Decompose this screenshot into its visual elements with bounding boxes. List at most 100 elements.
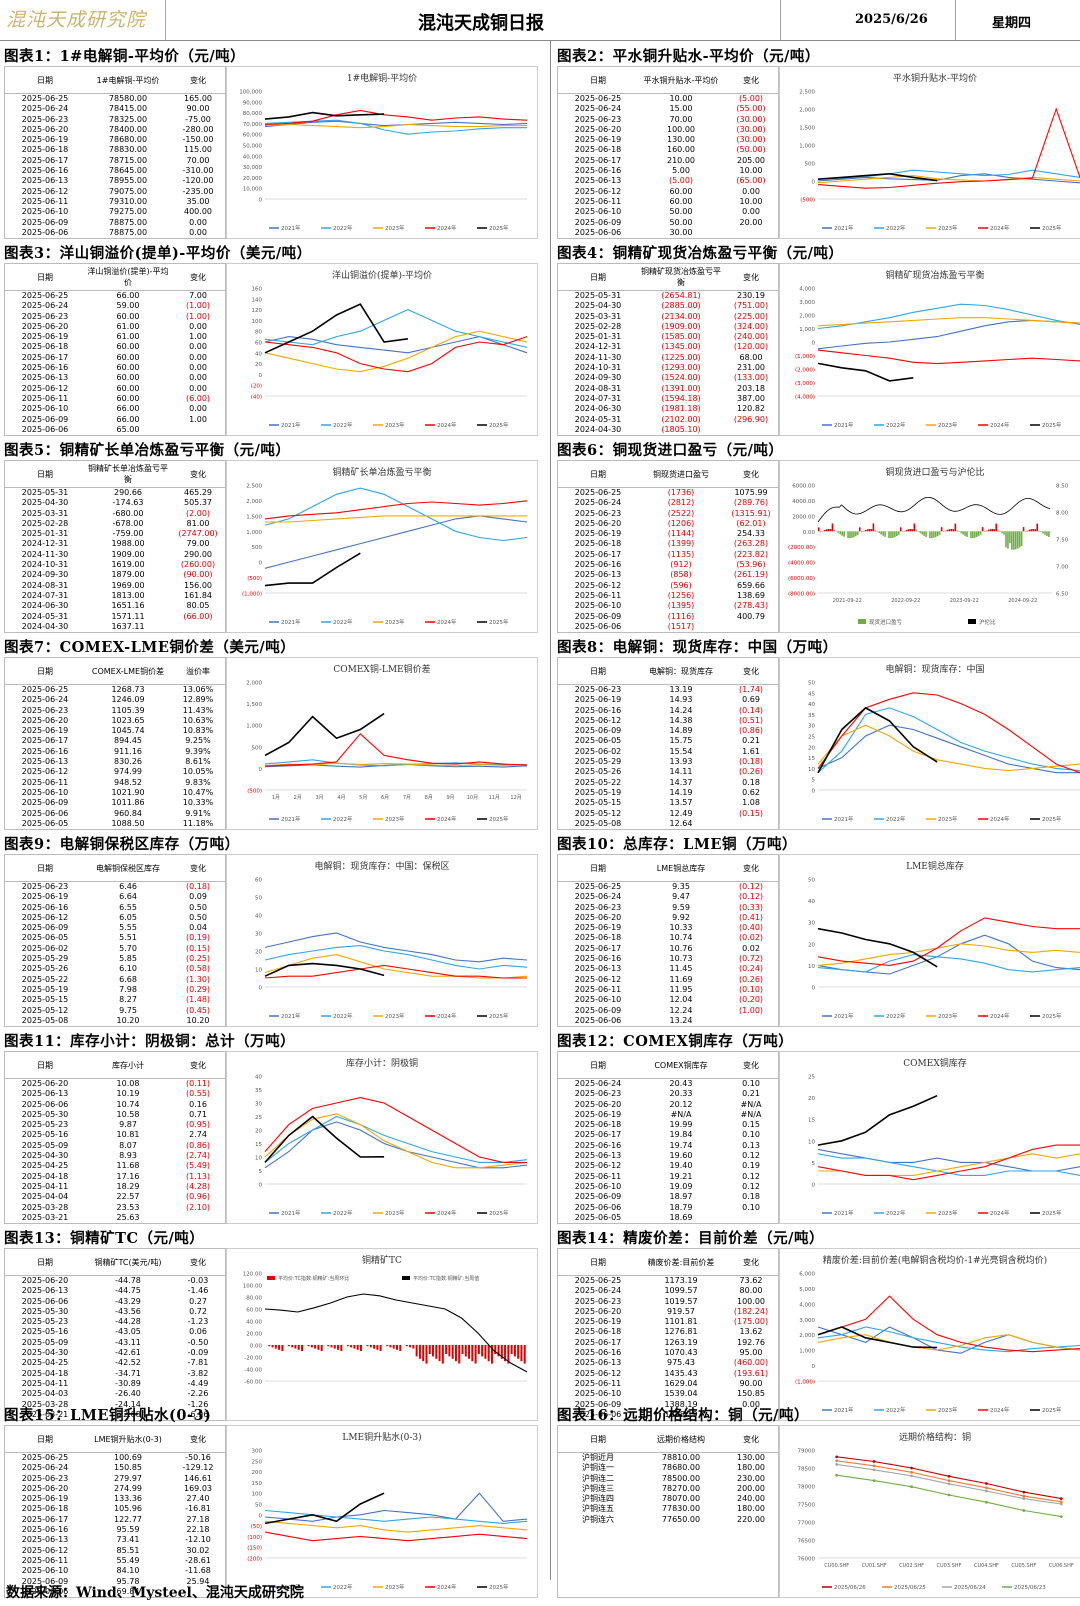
- y-tick-label: 60: [255, 341, 262, 347]
- table-cell: 2025-06-24: [574, 892, 622, 902]
- table-cell: 19.60: [669, 1151, 693, 1161]
- table-cell: 2025-06-19: [21, 1494, 69, 1504]
- table-cell: 2025-06-17: [21, 736, 69, 746]
- table-cell: (1315.91): [731, 508, 771, 518]
- table-row: 2025-05-31 290.66 465.29: [5, 488, 225, 498]
- table-cell: -43.29: [115, 1296, 141, 1306]
- table-cell: 6.46: [119, 882, 137, 891]
- table-header: 日期 库存小计 变化: [5, 1052, 225, 1079]
- table-cell: (0.02): [738, 933, 764, 943]
- x-tick-label: 3月: [315, 795, 323, 801]
- legend-label: 2023年: [938, 224, 958, 232]
- column-header: 日期: [590, 1434, 606, 1444]
- bar: [962, 531, 964, 535]
- bar: [320, 1345, 323, 1351]
- panel-title: 图表16：远期价格结构：铜（元/吨）: [557, 1407, 809, 1424]
- y-tick-label: 60: [255, 878, 262, 884]
- table-cell: 2025-06-25: [574, 1276, 622, 1285]
- table-row: 2024-10-31 (1293.00) 231.00: [558, 363, 778, 373]
- bar: [405, 1345, 408, 1347]
- data-point: [835, 1459, 839, 1463]
- table-cell: 2025-06-13: [574, 176, 622, 186]
- bar: [837, 531, 840, 533]
- y-tick-label: (150): [247, 1546, 262, 1552]
- table-cell: (193.61): [733, 1368, 769, 1378]
- y-tick-label: 20.00: [246, 1332, 262, 1338]
- panel-title: 图表13：铜精矿TC（元/吨）: [4, 1230, 205, 1247]
- table-row: 2025-05-23 9.87 (0.95): [5, 1120, 225, 1130]
- table-cell: 78415.00: [108, 104, 148, 114]
- bar: [445, 1345, 448, 1354]
- table-cell: 2025-06-06: [574, 1409, 622, 1419]
- table-row: 2025-04-25 -42.52 -7.81: [5, 1358, 225, 1368]
- bar: [974, 531, 976, 538]
- table-cell: 161.84: [184, 590, 212, 600]
- table-cell: 2024-10-31: [574, 363, 622, 373]
- column-header: 电解铜保税区库存: [96, 863, 160, 873]
- bar: [340, 1345, 343, 1351]
- series-line: [264, 945, 528, 970]
- table-cell: 80.05: [186, 601, 210, 611]
- table-cell: 10.33: [669, 923, 693, 933]
- table-row: 2025-06-25 100.69 -50.16: [5, 1453, 225, 1463]
- table-cell: 10.47%: [182, 787, 214, 797]
- bar: [1046, 531, 1048, 536]
- table-row: 2025-06-17 210.00 205.00: [558, 156, 778, 166]
- table-cell: 2025-03-31: [21, 508, 69, 518]
- bar: [827, 528, 830, 532]
- table-cell: 60.00: [116, 352, 140, 362]
- table-cell: 65.00: [116, 424, 140, 434]
- table-cell: 2025-05-31: [574, 291, 622, 300]
- chart-panel-p5: 图表5：铜精矿长单冶炼盈亏平衡（元/吨） 日期 铜精矿长单冶炼盈亏平衡 变化 2025-…: [0, 437, 540, 634]
- table-row: 2025-05-30 -43.56 0.72: [5, 1307, 225, 1317]
- table-cell: 0.50: [189, 912, 207, 922]
- table-cell: 2025-06-06: [21, 424, 69, 434]
- bar: [931, 531, 933, 539]
- table-cell: 2025-06-17: [574, 155, 622, 165]
- table-cell: 2025-06-16: [574, 705, 622, 715]
- table-cell: 659.66: [737, 580, 765, 590]
- panel-title: 图表3：洋山铜溢价(提单)-平均价（美元/吨）: [4, 245, 312, 262]
- table-cell: 1813.00: [111, 590, 145, 600]
- table-cell: 2025-05-31: [21, 488, 69, 497]
- table-cell: 2025-04-03: [21, 1389, 69, 1399]
- data-table: 日期 铜现货进口盈亏 变化 2025-06-25 (1736) 1075.99 2025-0…: [557, 460, 779, 633]
- table-cell: 1988.00: [111, 539, 145, 549]
- table-row: 2025-06-23 (2522) (1315.91): [558, 509, 778, 519]
- table-cell: (120.00): [733, 342, 769, 352]
- legend-label: 平均价:TC指数:铜精矿:当周值: [413, 1275, 479, 1282]
- table-row: 2025-06-06 30.00: [558, 228, 778, 238]
- table-row: 沪铜连二 78500.00 230.00: [558, 1474, 778, 1484]
- table-cell: 2025-06-09: [21, 414, 69, 424]
- chart-svg: 铜精矿TC120.00100.0080.0060.0040.0020.000.0…: [243, 1254, 528, 1386]
- legend-label: 2023年: [938, 1406, 958, 1414]
- y-tick-label: 1,500: [246, 702, 262, 708]
- table-cell: 9.39%: [185, 746, 211, 756]
- table-row: 2025-06-05 5.51 (0.19): [5, 933, 225, 943]
- bar: [880, 531, 882, 535]
- x-tick-label: 2023-09-22: [950, 598, 979, 604]
- bar: [389, 1345, 392, 1348]
- table-cell: 13.93: [669, 757, 693, 767]
- bar: [909, 528, 912, 532]
- column-header: 变化: [743, 272, 759, 282]
- table-cell: 100.00: [737, 1296, 765, 1306]
- bar: [843, 531, 845, 537]
- table-cell: 2025-06-13: [21, 176, 69, 186]
- table-cell: 2025-06-19: [574, 529, 622, 539]
- table-row: 2025-06-11 1629.04 90.00: [558, 1379, 778, 1389]
- table-cell: 10.58: [116, 1109, 140, 1119]
- table-cell: -43.11: [115, 1337, 141, 1347]
- y-tick-label: 60,000: [243, 133, 263, 139]
- table-cell: 2025-06-16: [574, 954, 622, 964]
- table-cell: 2025-06-06: [574, 1015, 622, 1025]
- legend-label: 2022年: [333, 618, 353, 626]
- series-line: [264, 1293, 528, 1373]
- table-cell: 18.97: [669, 1192, 693, 1202]
- table-cell: 2025-06-06: [21, 1099, 69, 1109]
- table-cell: 60.00: [116, 373, 140, 383]
- legend-label: 2022年: [333, 815, 353, 823]
- table-row: 2025-06-10 50.00 0.00: [558, 207, 778, 217]
- table-cell: 1019.57: [664, 1296, 698, 1306]
